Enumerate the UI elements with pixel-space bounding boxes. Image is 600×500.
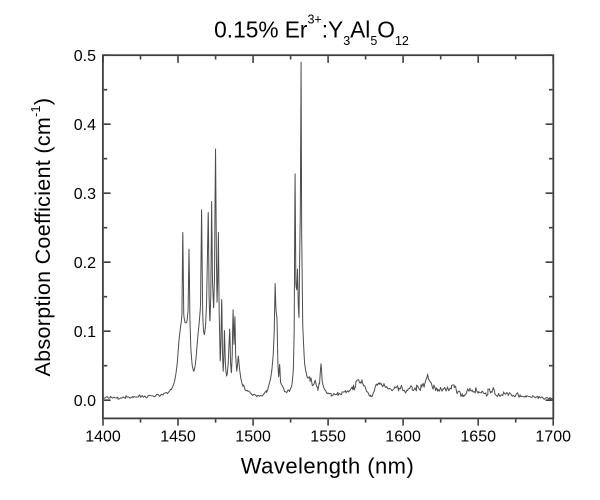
svg-text:Absorption Coefficient (cm-1): Absorption Coefficient (cm-1) (29, 98, 55, 377)
svg-text:1400: 1400 (85, 429, 121, 446)
svg-text:0.1: 0.1 (74, 324, 96, 341)
svg-text:0.4: 0.4 (74, 117, 96, 134)
svg-text:1450: 1450 (160, 429, 196, 446)
svg-text:1650: 1650 (460, 429, 496, 446)
svg-text:0.5: 0.5 (74, 48, 96, 65)
svg-text:1550: 1550 (310, 429, 346, 446)
svg-text:0.0: 0.0 (74, 393, 96, 410)
svg-text:1700: 1700 (535, 429, 571, 446)
svg-text:0.3: 0.3 (74, 186, 96, 203)
svg-text:Wavelength (nm): Wavelength (nm) (241, 454, 414, 479)
svg-text:1600: 1600 (385, 429, 421, 446)
svg-text:0.2: 0.2 (74, 255, 96, 272)
svg-text:1500: 1500 (235, 429, 271, 446)
